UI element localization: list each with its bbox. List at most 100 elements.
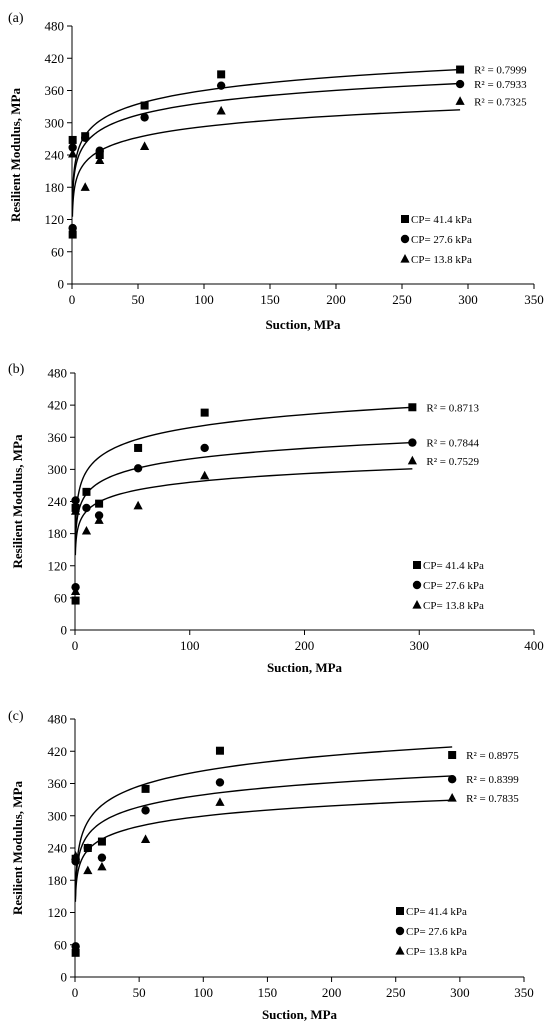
data-point xyxy=(94,515,104,524)
x-tick-label: 400 xyxy=(524,638,544,653)
y-tick-label: 240 xyxy=(48,494,68,509)
x-tick-label: 350 xyxy=(514,985,534,1000)
x-tick-label: 200 xyxy=(326,292,346,307)
data-point xyxy=(71,851,81,860)
r-squared-label: R² = 0.7529 xyxy=(426,456,479,468)
chart-panel-1: (b) 0 100 200 300 400 0 60 120 180 240 300 360 420 480… xyxy=(8,362,544,675)
r-squared-label: R² = 0.7325 xyxy=(474,96,527,108)
y-tick-label: 0 xyxy=(61,970,68,985)
x-tick-label: 250 xyxy=(386,985,406,1000)
x-tick-label: 200 xyxy=(295,638,315,653)
x-tick-label: 300 xyxy=(410,638,430,653)
data-point xyxy=(81,525,92,535)
trend-line xyxy=(71,82,461,207)
data-point xyxy=(82,487,91,496)
data-point xyxy=(95,499,104,508)
y-tick-label: 60 xyxy=(51,244,64,259)
data-point xyxy=(95,151,104,159)
data-point xyxy=(71,942,80,951)
y-tick-label: 360 xyxy=(48,430,68,445)
x-tick-label: 100 xyxy=(194,292,214,307)
y-axis-title: Resilient Modulus, MPa xyxy=(8,88,23,222)
y-tick-label: 480 xyxy=(48,712,68,727)
data-point xyxy=(456,65,465,74)
data-point xyxy=(68,223,77,233)
r-squared-label: R² = 0.7933 xyxy=(474,79,527,91)
y-tick-label: 300 xyxy=(48,462,68,477)
x-tick-label: 100 xyxy=(194,985,214,1000)
x-tick-label: 150 xyxy=(260,292,280,307)
y-tick-label: 60 xyxy=(54,590,67,605)
legend-marker xyxy=(395,946,405,955)
data-point xyxy=(140,141,150,150)
x-tick-label: 100 xyxy=(180,638,200,653)
chart-panel-2: (c) 0 50 100 150 200 250 300 350 0 60 120 180 240 300 3… xyxy=(8,709,534,1022)
data-point xyxy=(216,81,226,90)
data-point xyxy=(71,596,80,605)
data-point xyxy=(217,70,226,79)
legend-label: CP= 13.8 kPa xyxy=(411,254,472,266)
data-point xyxy=(81,133,90,142)
x-tick-label: 0 xyxy=(72,985,79,1000)
data-point xyxy=(140,113,149,122)
x-tick-label: 0 xyxy=(72,638,79,653)
data-point xyxy=(407,455,417,465)
r-squared-label: R² = 0.8399 xyxy=(466,774,519,786)
x-axis-title: Suction, MPa xyxy=(267,660,343,675)
x-tick-label: 200 xyxy=(322,985,342,1000)
data-point xyxy=(70,586,81,596)
y-tick-label: 180 xyxy=(45,180,65,195)
y-tick-label: 480 xyxy=(48,366,68,381)
data-point xyxy=(71,948,80,957)
x-axis-title: Suction, MPa xyxy=(262,1007,338,1022)
data-point xyxy=(80,182,90,191)
data-point xyxy=(200,470,210,480)
data-point xyxy=(68,230,77,239)
data-point xyxy=(140,101,149,110)
r-squared-label: R² = 0.8713 xyxy=(426,402,479,414)
r-squared-label: R² = 0.7835 xyxy=(466,793,519,805)
data-point xyxy=(215,778,225,787)
legend-marker xyxy=(395,926,405,936)
legend-label: CP= 13.8 kPa xyxy=(406,946,467,958)
y-tick-label: 300 xyxy=(48,808,68,823)
trend-line xyxy=(74,799,453,902)
x-axis-title: Suction, MPa xyxy=(265,317,341,332)
data-point xyxy=(68,148,78,158)
y-tick-label: 120 xyxy=(48,905,68,920)
data-point xyxy=(68,143,77,152)
x-tick-label: 250 xyxy=(392,292,412,307)
legend-marker xyxy=(400,254,410,263)
legend-marker xyxy=(401,215,409,223)
y-axis-title: Resilient Modulus, MPa xyxy=(10,781,25,915)
trend-line xyxy=(74,775,453,897)
data-point xyxy=(455,79,465,89)
panel-label: (a) xyxy=(8,11,24,26)
legend-label: CP= 27.6 kPa xyxy=(411,234,472,246)
y-tick-label: 420 xyxy=(48,744,68,759)
data-point xyxy=(447,793,457,802)
x-tick-label: 300 xyxy=(450,985,470,1000)
trend-line xyxy=(71,68,461,204)
r-squared-label: R² = 0.7999 xyxy=(474,65,527,77)
data-point xyxy=(408,438,417,447)
data-point xyxy=(447,775,457,784)
y-tick-label: 420 xyxy=(48,398,68,413)
y-tick-label: 120 xyxy=(48,558,68,573)
data-point xyxy=(70,506,81,515)
legend-label: CP= 41.4 kPa xyxy=(406,906,467,918)
r-squared-label: R² = 0.7844 xyxy=(426,438,479,450)
data-point xyxy=(82,503,91,513)
panel-label: (b) xyxy=(8,362,25,377)
y-tick-label: 180 xyxy=(48,526,68,541)
data-point xyxy=(215,797,225,806)
data-point xyxy=(200,443,209,453)
legend-marker xyxy=(400,234,410,244)
y-tick-label: 0 xyxy=(61,623,68,638)
legend-label: CP= 41.4 kPa xyxy=(411,214,472,226)
data-point xyxy=(97,861,107,871)
x-tick-label: 150 xyxy=(258,985,278,1000)
data-point xyxy=(95,155,105,164)
y-tick-label: 0 xyxy=(58,277,65,292)
y-tick-label: 480 xyxy=(45,19,65,34)
